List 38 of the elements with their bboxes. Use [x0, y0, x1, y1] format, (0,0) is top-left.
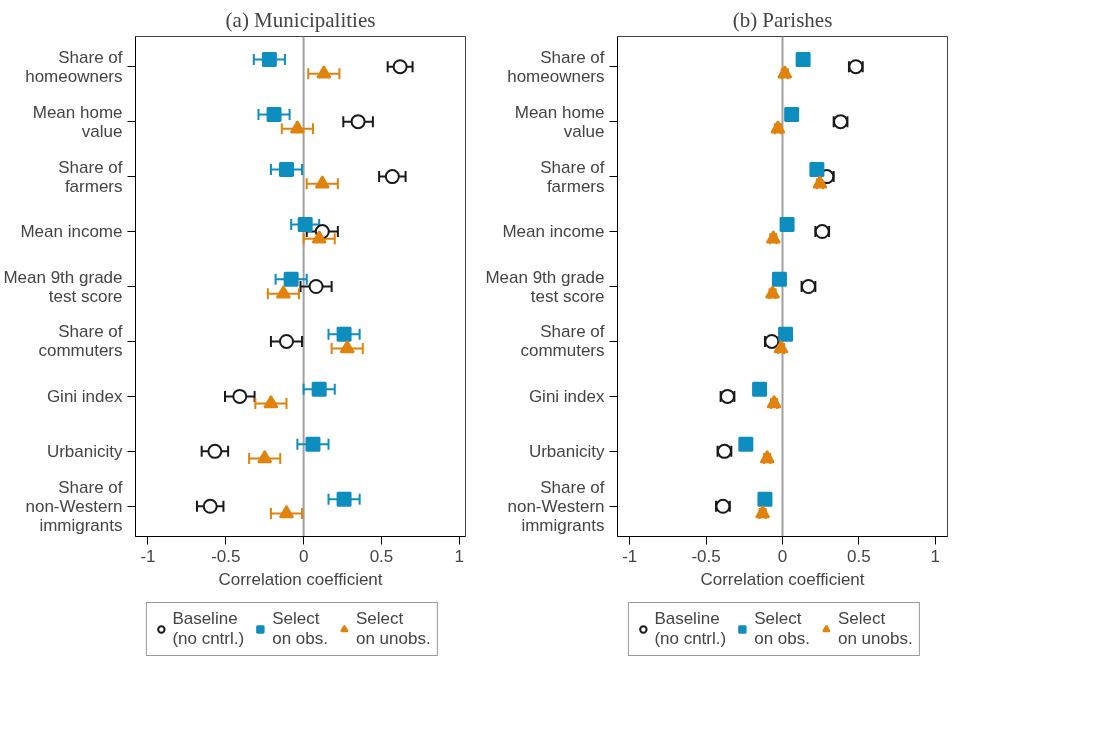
chart-title: (b) Parishes — [732, 7, 833, 32]
x-tick-label: 0.5 — [847, 546, 871, 566]
y-tick-label: Share of commuters — [38, 322, 123, 361]
x-tick-label: 1 — [454, 546, 465, 566]
chart-title: (a) Municipalities — [225, 7, 376, 32]
x-tick-label: 0.5 — [369, 546, 394, 566]
x-tick-label: 0 — [298, 546, 309, 566]
y-tick-label: Mean income — [20, 222, 123, 242]
y-tick-label: Share of farmers — [58, 157, 123, 196]
y-tick-label: Mean home value — [514, 102, 605, 141]
y-tick-label: Mean 9th grade test score — [485, 267, 605, 306]
legend-label: Select on unobs. — [355, 608, 431, 649]
y-tick-label: Gini index — [46, 386, 123, 406]
y-tick-label: Gini index — [528, 386, 605, 406]
y-tick-label: Share of commuters — [520, 322, 605, 361]
x-tick-label: -1 — [622, 546, 638, 566]
legend-label: Baseline (no cntrl.) — [654, 608, 727, 649]
y-tick-label: Mean income — [502, 222, 605, 242]
x-tick-label: -1 — [140, 546, 156, 566]
y-tick-label: Share of homeowners — [25, 47, 123, 86]
y-tick-label: Share of non-Western immigrants — [507, 477, 605, 535]
x-axis-title: Correlation coefficient — [218, 569, 383, 589]
x-tick-label: 1 — [930, 546, 941, 566]
y-tick-label: Mean home value — [32, 102, 123, 141]
x-tick-label: -0.5 — [691, 546, 721, 566]
legend-label: Baseline (no cntrl.) — [172, 608, 245, 649]
x-tick-label: -0.5 — [211, 546, 241, 566]
legend-label: Select on obs. — [754, 608, 810, 649]
x-axis-title: Correlation coefficient — [700, 569, 865, 589]
y-tick-label: Share of homeowners — [507, 47, 605, 86]
y-tick-label: Share of non-Western immigrants — [25, 477, 123, 535]
legend-label: Select on unobs. — [837, 608, 913, 649]
y-tick-label: Mean 9th grade test score — [3, 267, 123, 306]
y-tick-label: Share of farmers — [540, 157, 605, 196]
y-tick-label: Urbanicity — [46, 441, 123, 461]
legend-label: Select on obs. — [272, 608, 328, 649]
y-tick-label: Urbanicity — [528, 441, 605, 461]
x-tick-label: 0 — [777, 546, 788, 566]
